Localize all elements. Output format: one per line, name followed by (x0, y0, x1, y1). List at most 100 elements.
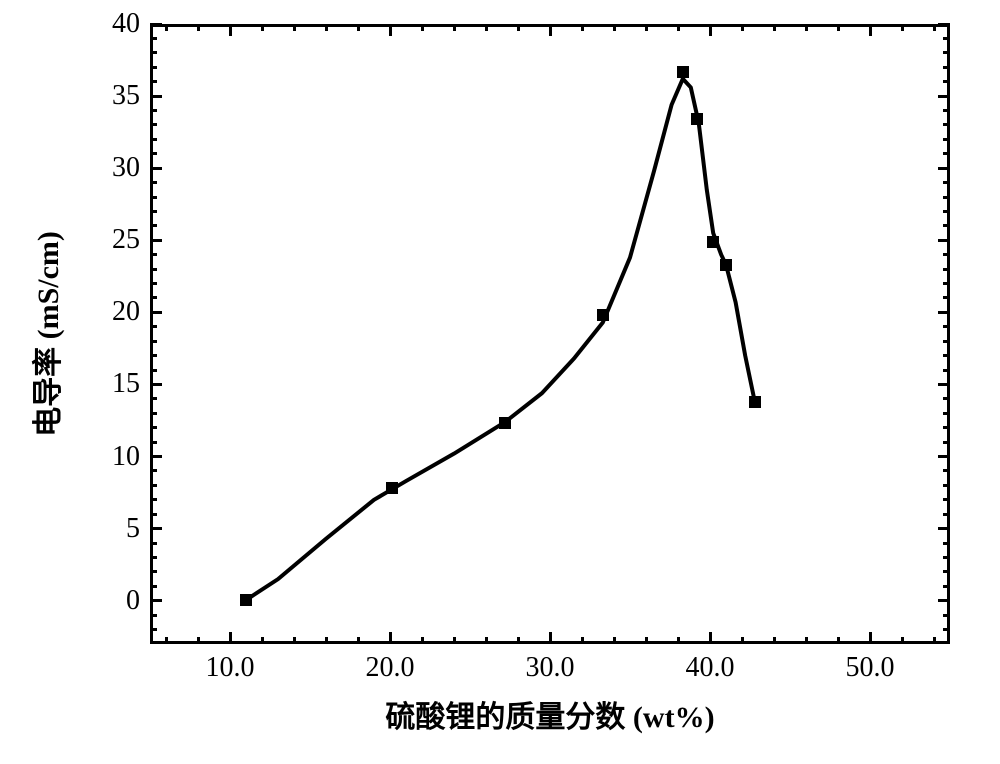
x-tick (517, 637, 520, 644)
y-tick (943, 138, 950, 141)
y-tick (938, 95, 950, 98)
data-point (707, 236, 719, 248)
y-tick (150, 340, 157, 343)
x-tick (549, 24, 552, 36)
y-tick (943, 340, 950, 343)
x-tick (261, 637, 264, 644)
data-point (597, 309, 609, 321)
y-tick-label: 20 (90, 296, 140, 328)
x-tick (197, 637, 200, 644)
y-tick (943, 369, 950, 372)
x-tick (677, 24, 680, 31)
y-tick (943, 123, 950, 126)
x-tick (261, 24, 264, 31)
y-tick (938, 239, 950, 242)
x-tick (773, 24, 776, 31)
y-tick (943, 325, 950, 328)
y-tick (150, 498, 157, 501)
y-tick (943, 614, 950, 617)
y-tick (150, 253, 157, 256)
y-tick (150, 181, 157, 184)
x-tick (197, 24, 200, 31)
y-tick (150, 37, 157, 40)
y-tick (150, 210, 157, 213)
y-tick (943, 354, 950, 357)
y-tick (943, 570, 950, 573)
data-point (386, 482, 398, 494)
y-tick (938, 527, 950, 530)
y-tick (938, 23, 950, 26)
y-tick (943, 66, 950, 69)
x-tick (869, 24, 872, 36)
y-tick (943, 585, 950, 588)
y-tick (150, 80, 157, 83)
y-tick (150, 426, 157, 429)
data-point (240, 594, 252, 606)
y-tick (943, 498, 950, 501)
x-axis-title: 硫酸锂的质量分数 (wt%) (150, 692, 950, 736)
y-tick (943, 224, 950, 227)
x-tick (933, 637, 936, 644)
y-tick (938, 599, 950, 602)
y-tick-label: 40 (90, 8, 140, 40)
y-tick (150, 527, 162, 530)
x-tick (165, 24, 168, 31)
y-tick (150, 369, 157, 372)
x-tick (453, 24, 456, 31)
y-tick (943, 441, 950, 444)
y-tick (150, 325, 157, 328)
x-tick (357, 24, 360, 31)
y-tick (150, 224, 157, 227)
y-tick (943, 51, 950, 54)
data-point (691, 113, 703, 125)
y-tick-label: 25 (90, 224, 140, 256)
y-tick (150, 296, 157, 299)
y-tick (150, 469, 157, 472)
y-tick (938, 455, 950, 458)
x-tick (773, 637, 776, 644)
y-tick (943, 296, 950, 299)
y-tick (150, 397, 157, 400)
x-tick (709, 24, 712, 36)
y-tick-label: 10 (90, 441, 140, 473)
y-tick (943, 268, 950, 271)
y-tick (943, 109, 950, 112)
y-tick (150, 614, 157, 617)
x-tick (389, 632, 392, 644)
x-tick (613, 637, 616, 644)
x-tick (293, 637, 296, 644)
x-tick (837, 24, 840, 31)
x-tick (421, 24, 424, 31)
x-tick (741, 637, 744, 644)
x-tick-label: 10.0 (206, 652, 255, 684)
x-tick (485, 24, 488, 31)
x-tick (741, 24, 744, 31)
x-tick (229, 632, 232, 644)
y-tick (150, 354, 157, 357)
y-tick (150, 282, 157, 285)
y-tick-label: 0 (90, 585, 140, 617)
y-tick (150, 23, 162, 26)
y-tick (150, 455, 162, 458)
x-tick (325, 637, 328, 644)
y-tick (150, 239, 162, 242)
y-tick (943, 542, 950, 545)
y-tick (150, 542, 157, 545)
y-tick (150, 109, 157, 112)
data-point (499, 417, 511, 429)
y-tick-label: 35 (90, 80, 140, 112)
y-tick (150, 152, 157, 155)
y-tick-label: 5 (90, 513, 140, 545)
y-tick (150, 167, 162, 170)
y-tick (943, 469, 950, 472)
y-tick (150, 138, 157, 141)
x-tick (485, 637, 488, 644)
plot-area (150, 24, 950, 644)
x-tick (325, 24, 328, 31)
x-tick (677, 637, 680, 644)
x-tick (613, 24, 616, 31)
y-tick (943, 513, 950, 516)
x-tick (805, 637, 808, 644)
x-tick (645, 24, 648, 31)
x-tick (901, 24, 904, 31)
